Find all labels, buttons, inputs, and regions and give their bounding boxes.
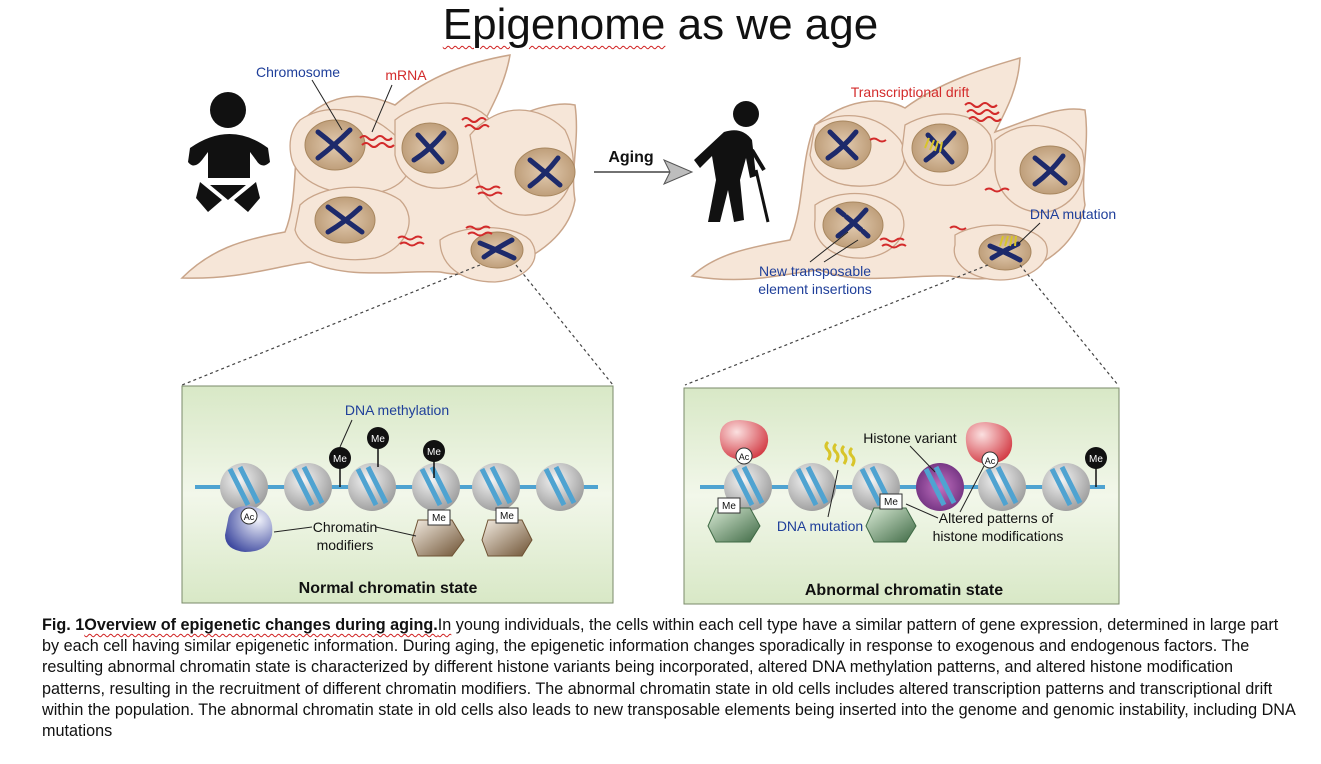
svg-text:Ac: Ac <box>739 452 750 462</box>
figure-title: Epigenome as we age <box>0 0 1321 50</box>
transposable-label-line2: element insertions <box>758 281 872 297</box>
elderly-person-icon <box>694 101 770 223</box>
svg-text:Ac: Ac <box>985 456 996 466</box>
normal-chromatin-caption: Normal chromatin state <box>299 580 478 597</box>
mrna-label: mRNA <box>385 67 427 83</box>
young-chromosomes <box>315 127 563 261</box>
histone-variant-label: Histone variant <box>863 430 956 446</box>
baby-icon <box>188 92 270 212</box>
title-part2: as we age <box>665 0 879 49</box>
title-part1: Epigenome <box>442 0 666 49</box>
dna-mutation-label-top: DNA mutation <box>1030 206 1116 222</box>
transposable-label-line1: New transposable <box>759 263 871 279</box>
normal-nucleosomes <box>220 463 584 511</box>
svg-text:Me: Me <box>371 434 385 445</box>
abnormal-nucleosomes <box>724 463 1090 511</box>
me-modifier-green-1 <box>707 507 761 543</box>
caption-in-word: In <box>437 616 452 634</box>
chromosome-label: Chromosome <box>256 64 340 80</box>
svg-text:Me: Me <box>722 501 736 512</box>
svg-text:Me: Me <box>884 497 898 508</box>
abnormal-chromatin-caption: Abnormal chromatin state <box>805 582 1003 599</box>
aging-arrow: Aging <box>594 149 694 185</box>
young-mrna <box>359 117 503 247</box>
svg-text:Me: Me <box>1089 454 1103 465</box>
caption-fig-number: Fig. 1 <box>42 616 85 634</box>
transcriptional-drift-label: Transcriptional drift <box>851 84 970 100</box>
svg-text:Me: Me <box>432 513 446 524</box>
svg-text:Ac: Ac <box>244 512 255 522</box>
abnormal-chromatin-box: Ac Ac Me Me Me Histone variant DNA mutat… <box>683 387 1120 605</box>
figure-caption: Fig. 1Overview of epigenetic changes dur… <box>42 615 1297 742</box>
altered-patterns-line1: Altered patterns of <box>939 510 1054 526</box>
figure-illustration: Chromosome mRNA Aging <box>180 54 1120 605</box>
ac-modifier-red-1 <box>719 420 769 460</box>
dna-mutation-label-bottom: DNA mutation <box>777 518 863 534</box>
ac-modifier-red-2 <box>965 422 1013 464</box>
zoom-lines <box>181 264 1119 386</box>
caption-body: young individuals, the cells within each… <box>42 616 1295 741</box>
svg-text:Me: Me <box>500 511 514 522</box>
caption-heading: Overview of epigenetic changes during ag… <box>84 616 438 634</box>
me-modifier-green-2 <box>865 507 917 543</box>
altered-patterns-line2: histone modifications <box>933 528 1064 544</box>
dna-methylation-label: DNA methylation <box>345 402 449 418</box>
chromatin-modifiers-line2: modifiers <box>317 537 374 553</box>
aging-label: Aging <box>608 149 653 166</box>
normal-methyl-marks: Me Me Me <box>329 427 445 487</box>
me-modifier-1 <box>411 519 465 557</box>
svg-text:Me: Me <box>333 454 347 465</box>
old-cells-group: Transcriptional drift DNA mutation New t… <box>690 56 1116 297</box>
ac-modifier-blue <box>225 505 273 552</box>
young-cells-group: Chromosome mRNA <box>180 54 578 283</box>
svg-text:Me: Me <box>427 447 441 458</box>
me-modifier-2 <box>481 519 533 557</box>
normal-chromatin-box: Me Me Me DNA methylation Ac Me Me Chroma… <box>181 385 614 604</box>
chromatin-modifiers-line1: Chromatin <box>313 519 378 535</box>
